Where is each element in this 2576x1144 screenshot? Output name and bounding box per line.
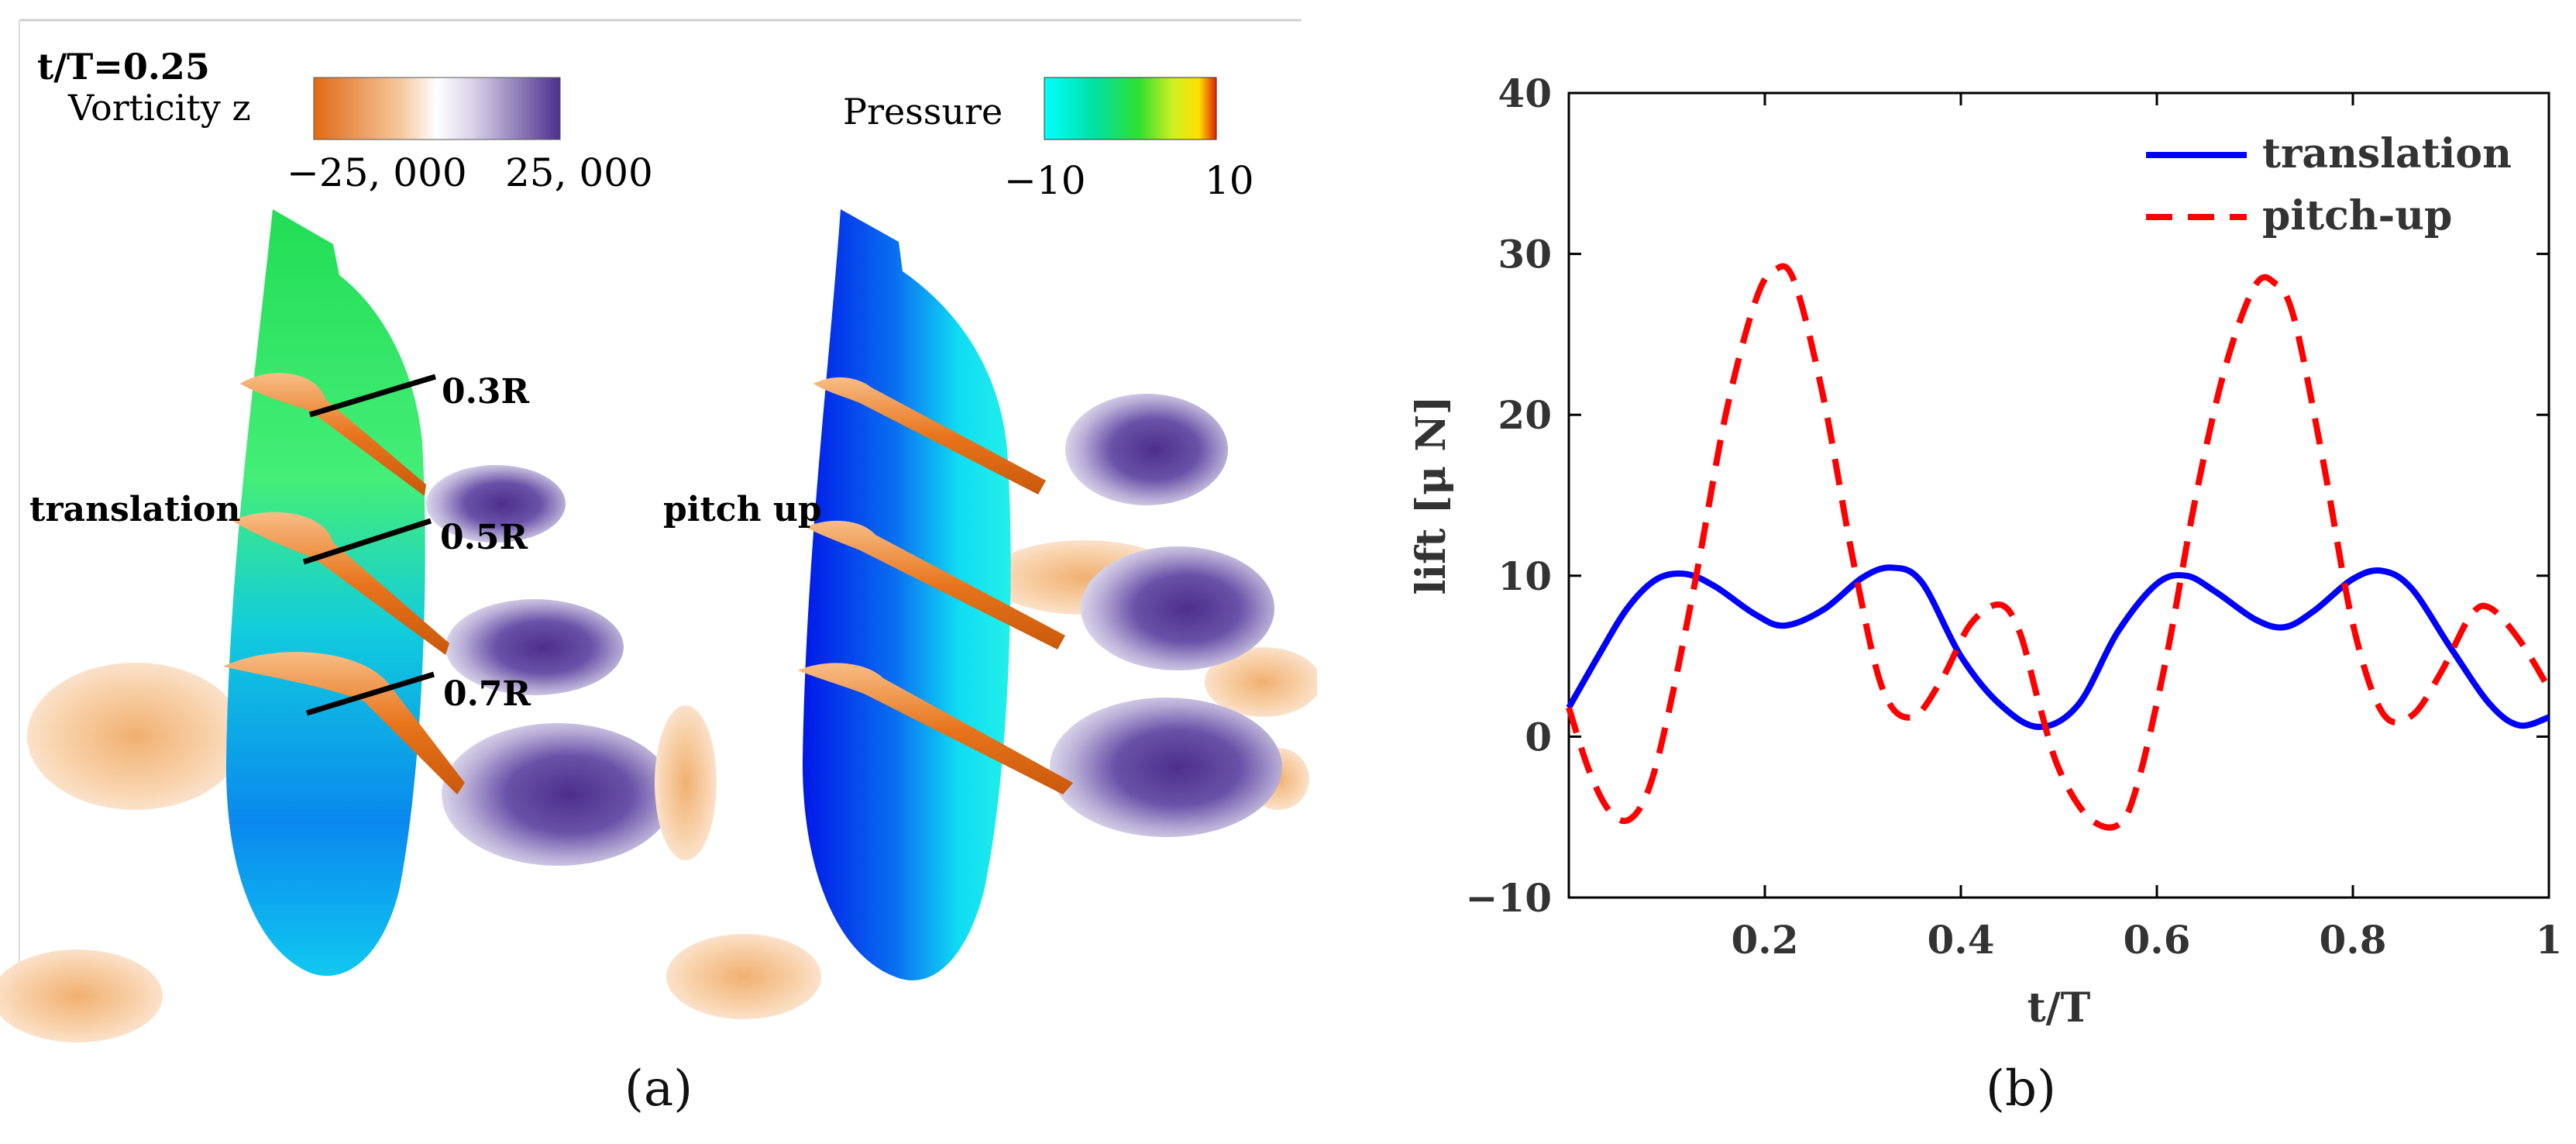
series-line-translation bbox=[1566, 564, 2550, 730]
legend-label: pitch-up bbox=[2262, 192, 2452, 239]
leading-edge-vortex-sheet bbox=[232, 512, 449, 655]
vortex-blob-orange bbox=[0, 949, 163, 1042]
plot-area-frame bbox=[1567, 91, 2550, 899]
legend-label: translation bbox=[2262, 130, 2512, 177]
chart-root: −10 0 10 20 30 40 0.2 0.4 0.6 0.8 1 t/T lift [μ N] tr… bbox=[1408, 71, 2562, 1032]
y-tick-label: −10 bbox=[1466, 875, 1552, 921]
section-label: 0.3R bbox=[442, 372, 530, 412]
section-label: 0.5R bbox=[440, 518, 528, 557]
translation-view: 0.3R 0.5R 0.7R translation bbox=[0, 209, 674, 1042]
pressure-colorbar-label: Pressure bbox=[843, 91, 1003, 133]
vortex-blob-purple bbox=[445, 599, 624, 695]
leading-edge-vortex-sheet bbox=[813, 377, 1046, 494]
y-tick-label: 30 bbox=[1498, 232, 1552, 277]
translation-view-label: translation bbox=[29, 490, 240, 529]
x-tick-label: 0.4 bbox=[1928, 917, 1995, 963]
pressure-colorbar-min: −10 bbox=[1004, 158, 1086, 203]
y-tick-label: 0 bbox=[1525, 714, 1552, 760]
series-line-pitch-up bbox=[1566, 263, 2552, 831]
vorticity-colorbar-min: −25, 000 bbox=[287, 150, 467, 195]
leading-edge-vortex-sheet bbox=[798, 663, 1073, 794]
panel-a-flow-visualization: t/T=0.25 Vorticity z −25, 000 25, 000 Pr… bbox=[0, 19, 1317, 1042]
vortex-blob-orange bbox=[1205, 647, 1317, 717]
vortex-blob-orange bbox=[666, 934, 821, 1019]
panel-b-lift-chart: −10 0 10 20 30 40 0.2 0.4 0.6 0.8 1 t/T lift [μ N] tr… bbox=[1408, 71, 2562, 1032]
vorticity-colorbar-label: Vorticity z bbox=[67, 87, 251, 129]
x-tick-label: 0.6 bbox=[2124, 917, 2191, 963]
y-tick-label: 20 bbox=[1498, 392, 1552, 438]
leading-edge-vortex-sheet bbox=[223, 652, 465, 794]
section-line-0.7R bbox=[305, 671, 435, 716]
y-tick-label: 40 bbox=[1498, 71, 1552, 116]
section-label: 0.7R bbox=[443, 674, 531, 714]
vortex-blob-orange bbox=[655, 705, 717, 860]
x-tick-label: 1 bbox=[2536, 917, 2563, 963]
x-tick-label: 0.8 bbox=[2320, 917, 2387, 963]
vorticity-colorbar-max: 25, 000 bbox=[505, 150, 653, 195]
x-axis-label: t/T bbox=[2027, 984, 2091, 1032]
pitch-up-view: pitch up bbox=[655, 209, 1317, 1019]
y-axis-label: lift [μ N] bbox=[1408, 396, 1455, 595]
wing-surface bbox=[802, 209, 1011, 980]
x-tick-label: 0.2 bbox=[1732, 917, 1799, 963]
pitch-up-view-label: pitch up bbox=[663, 490, 822, 529]
vorticity-colorbar bbox=[313, 77, 561, 140]
section-line-0.5R bbox=[302, 518, 432, 565]
pressure-colorbar-max: 10 bbox=[1205, 158, 1254, 203]
wing-surface bbox=[225, 209, 425, 977]
section-line-0.3R bbox=[308, 374, 437, 418]
y-tick-label: 10 bbox=[1498, 553, 1552, 599]
leading-edge-vortex-sheet bbox=[806, 520, 1065, 650]
vortex-blob-purple bbox=[1065, 394, 1228, 505]
panel-b-caption: (b) bbox=[1986, 1060, 2056, 1118]
vortex-blob-orange bbox=[27, 663, 244, 810]
panel-a-caption: (a) bbox=[624, 1060, 693, 1118]
vortex-blob-purple bbox=[1081, 546, 1274, 670]
time-label: t/T=0.25 bbox=[37, 46, 210, 88]
leading-edge-vortex-sheet bbox=[240, 373, 426, 496]
pressure-colorbar bbox=[1044, 77, 1217, 140]
vortex-blob-purple bbox=[1050, 698, 1282, 837]
vortex-blob-purple bbox=[426, 465, 566, 543]
vortex-blob-purple bbox=[442, 723, 674, 866]
